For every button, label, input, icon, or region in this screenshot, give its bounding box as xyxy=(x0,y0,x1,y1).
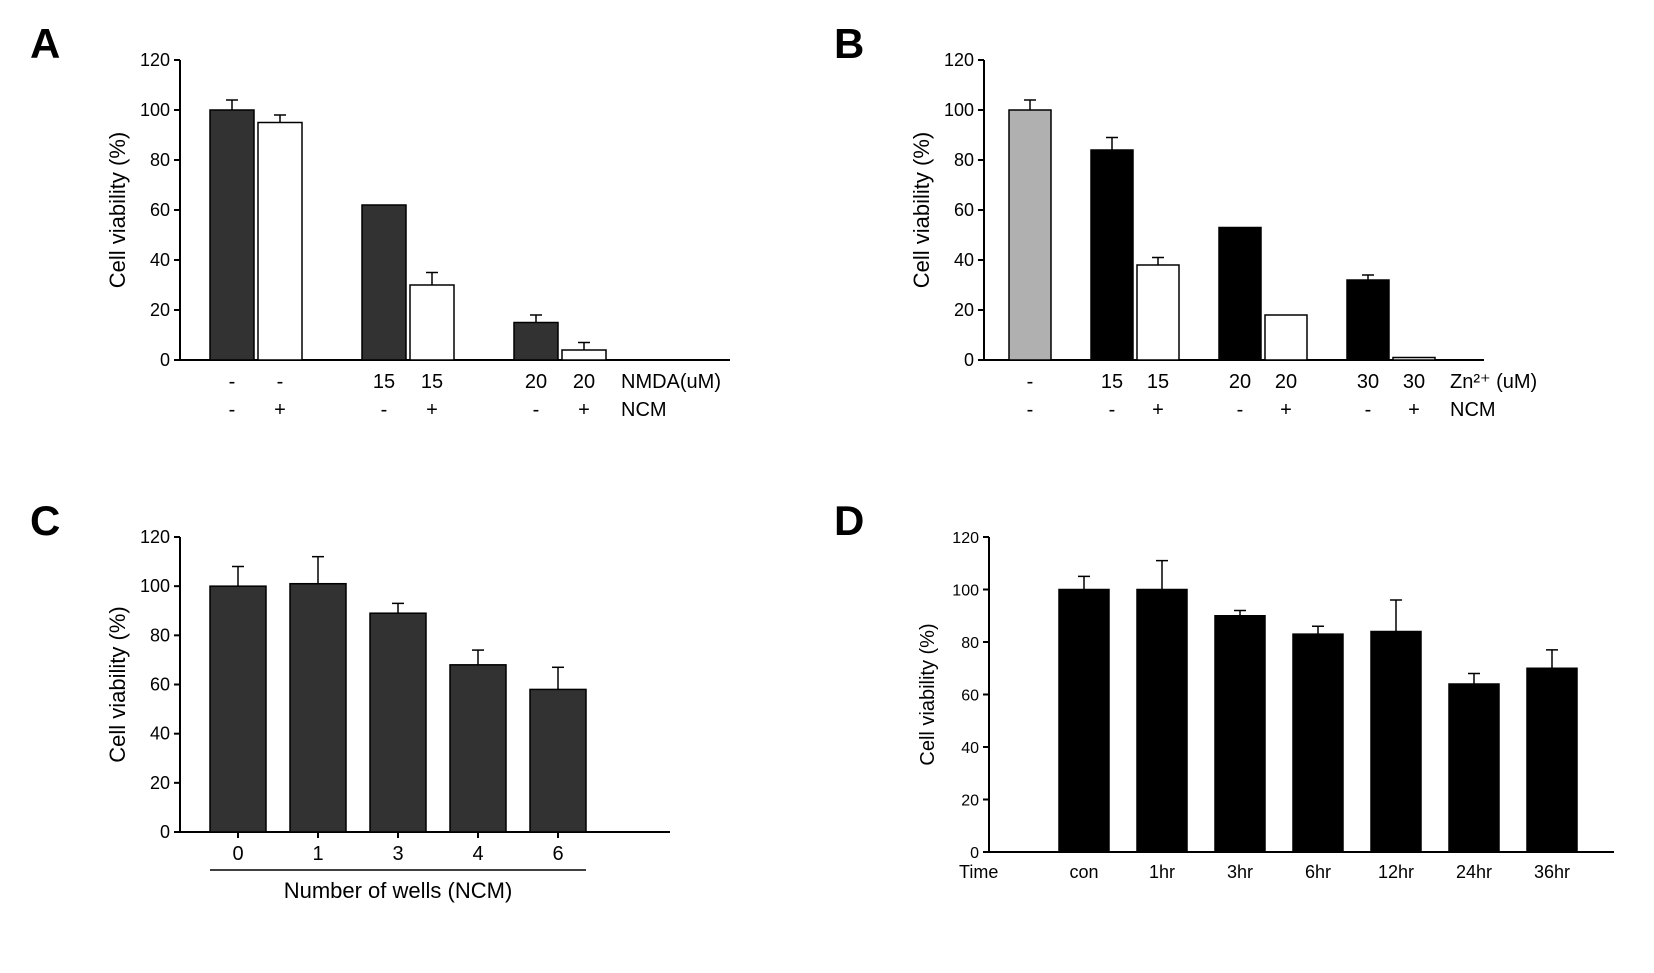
svg-text:0: 0 xyxy=(970,845,979,862)
svg-text:NCM: NCM xyxy=(621,399,667,421)
svg-text:-: - xyxy=(1027,399,1034,421)
svg-text:Cell viability (%): Cell viability (%) xyxy=(909,132,934,288)
svg-text:100: 100 xyxy=(944,100,974,120)
svg-text:+: + xyxy=(578,399,590,421)
svg-text:-: - xyxy=(229,399,236,421)
svg-text:40: 40 xyxy=(961,740,979,757)
panel-label-c: C xyxy=(30,497,60,545)
svg-text:-: - xyxy=(1365,399,1372,421)
chart-d-wrap: 0 20 40 60 80 100 120 Cell viability (%) Time con… xyxy=(894,512,1634,954)
svg-text:40: 40 xyxy=(150,723,170,743)
panel-a: A 0 20 40 60 80 100 120 Cell viability (%) - - 15 1… xyxy=(20,20,784,477)
figure-grid: A 020406080100120Cell viability (%)--151… xyxy=(20,20,1634,953)
svg-text:+: + xyxy=(426,399,438,421)
panel-label-b: B xyxy=(834,20,864,68)
svg-text:40: 40 xyxy=(150,250,170,270)
svg-text:20: 20 xyxy=(150,772,170,792)
svg-text:+: + xyxy=(1408,399,1420,421)
svg-text:Cell viability (%): Cell viability (%) xyxy=(917,623,939,765)
svg-text:12hr: 12hr xyxy=(1378,862,1414,882)
svg-text:100: 100 xyxy=(140,576,170,596)
svg-text:Zn²⁺ (uM): Zn²⁺ (uM) xyxy=(1450,371,1537,393)
chart-b-wrap: 0 20 40 60 80 100 120 Cell viability (%) - 15 15 20… xyxy=(894,35,1634,477)
svg-text:120: 120 xyxy=(140,50,170,70)
svg-text:NCM: NCM xyxy=(1450,399,1496,421)
svg-text:-: - xyxy=(533,399,540,421)
svg-text:60: 60 xyxy=(961,687,979,704)
svg-text:-: - xyxy=(1237,399,1244,421)
svg-text:80: 80 xyxy=(150,150,170,170)
svg-text:80: 80 xyxy=(961,635,979,652)
svg-text:30: 30 xyxy=(1403,371,1425,393)
svg-text:36hr: 36hr xyxy=(1534,862,1570,882)
svg-text:60: 60 xyxy=(954,200,974,220)
svg-text:24hr: 24hr xyxy=(1456,862,1492,882)
svg-text:6hr: 6hr xyxy=(1305,862,1331,882)
panel-d: D 0 20 40 60 80 100 120 Cell viability (%) Time c… xyxy=(824,497,1634,954)
svg-text:6: 6 xyxy=(552,843,563,865)
svg-text:Cell viability (%): Cell viability (%) xyxy=(105,132,130,288)
chart-b: 0 20 40 60 80 100 120 Cell viability (%) - 15 15 20… xyxy=(894,35,1614,455)
svg-text:-: - xyxy=(229,371,236,393)
svg-text:NMDA(uM): NMDA(uM) xyxy=(621,371,721,393)
svg-text:0: 0 xyxy=(232,843,243,865)
svg-text:30: 30 xyxy=(1357,371,1379,393)
svg-text:-: - xyxy=(1027,371,1034,393)
svg-text:con: con xyxy=(1069,862,1098,882)
svg-text:1hr: 1hr xyxy=(1149,862,1175,882)
svg-text:120: 120 xyxy=(944,50,974,70)
svg-text:20: 20 xyxy=(961,792,979,809)
svg-text:100: 100 xyxy=(140,100,170,120)
chart-a-wrap: 0 20 40 60 80 100 120 Cell viability (%) - - 15 15 2… xyxy=(90,35,784,477)
svg-text:120: 120 xyxy=(140,527,170,547)
svg-text:+: + xyxy=(274,399,286,421)
svg-text:0: 0 xyxy=(964,350,974,370)
svg-text:4: 4 xyxy=(472,843,483,865)
panel-b: B 0 20 40 60 80 100 120 Cell viability (%) - 15 15… xyxy=(824,20,1634,477)
svg-text:60: 60 xyxy=(150,200,170,220)
panel-c: C 0 20 40 60 80 100 120 Cell viability (%) 0 1 3 4 6… xyxy=(20,497,784,954)
chart-d: 0 20 40 60 80 100 120 Cell viability (%) Time con… xyxy=(894,512,1634,912)
svg-text:40: 40 xyxy=(954,250,974,270)
svg-text:20: 20 xyxy=(1229,371,1251,393)
chart-a: 0 20 40 60 80 100 120 Cell viability (%) - - 15 15 2… xyxy=(90,35,750,455)
svg-text:1: 1 xyxy=(312,843,323,865)
svg-text:15: 15 xyxy=(373,371,395,393)
svg-text:Number of wells (NCM): Number of wells (NCM) xyxy=(284,878,513,903)
svg-text:20: 20 xyxy=(525,371,547,393)
svg-text:0: 0 xyxy=(160,350,170,370)
svg-text:100: 100 xyxy=(952,582,979,599)
svg-text:0: 0 xyxy=(160,822,170,842)
svg-text:15: 15 xyxy=(421,371,443,393)
svg-text:20: 20 xyxy=(573,371,595,393)
svg-text:20: 20 xyxy=(1275,371,1297,393)
svg-text:-: - xyxy=(1109,399,1116,421)
panel-label-d: D xyxy=(834,497,864,545)
svg-text:80: 80 xyxy=(150,625,170,645)
svg-text:+: + xyxy=(1152,399,1164,421)
svg-text:60: 60 xyxy=(150,674,170,694)
svg-text:3hr: 3hr xyxy=(1227,862,1253,882)
svg-text:Cell viability (%): Cell viability (%) xyxy=(105,606,130,762)
svg-text:15: 15 xyxy=(1147,371,1169,393)
svg-text:120: 120 xyxy=(952,530,979,547)
svg-text:Time: Time xyxy=(959,862,998,882)
svg-text:3: 3 xyxy=(392,843,403,865)
svg-text:-: - xyxy=(381,399,388,421)
svg-text:20: 20 xyxy=(150,300,170,320)
svg-text:15: 15 xyxy=(1101,371,1123,393)
panel-label-a: A xyxy=(30,20,60,68)
chart-c: 0 20 40 60 80 100 120 Cell viability (%) 0 1 3 4 6 Nu… xyxy=(90,512,690,932)
chart-c-wrap: 0 20 40 60 80 100 120 Cell viability (%) 0 1 3 4 6 Nu… xyxy=(90,512,784,954)
svg-text:+: + xyxy=(1280,399,1292,421)
svg-text:80: 80 xyxy=(954,150,974,170)
svg-text:-: - xyxy=(277,371,284,393)
svg-text:20: 20 xyxy=(954,300,974,320)
